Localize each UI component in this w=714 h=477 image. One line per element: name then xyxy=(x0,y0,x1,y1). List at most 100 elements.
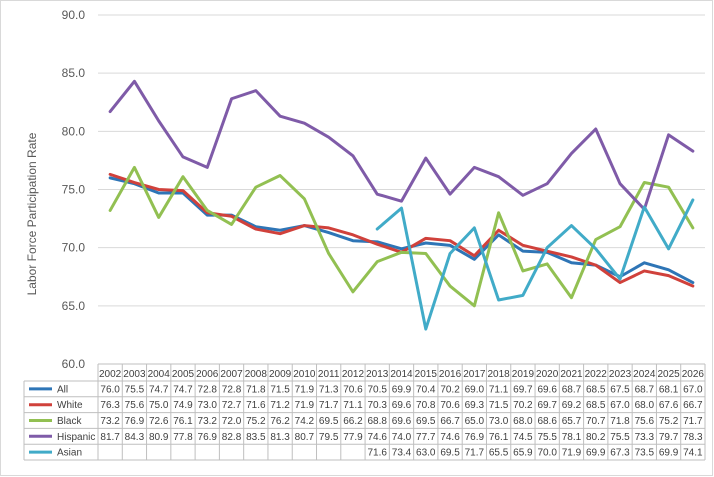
data-label: 67.5 xyxy=(610,384,630,395)
data-label: 68.8 xyxy=(367,416,387,427)
x-category-label: 2006 xyxy=(196,369,219,380)
data-label: 72.8 xyxy=(222,384,242,395)
data-label: 71.3 xyxy=(319,384,339,395)
data-label: 66.7 xyxy=(683,400,703,411)
legend-label: Hispanic xyxy=(57,432,95,443)
x-category-label: 2015 xyxy=(415,369,438,380)
x-category-label: 2018 xyxy=(487,369,510,380)
x-category-label: 2011 xyxy=(318,369,340,380)
data-label: 65.9 xyxy=(513,448,533,459)
y-axis-ticks: 60.0 65.0 70.0 75.0 80.0 85.0 90.0 xyxy=(62,8,86,371)
data-label: 69.9 xyxy=(392,384,412,395)
data-label: 83.5 xyxy=(246,432,266,443)
data-label: 67.0 xyxy=(683,384,703,395)
data-label: 72.6 xyxy=(149,416,169,427)
series-line-black xyxy=(108,165,695,308)
legend-label: Asian xyxy=(57,448,82,459)
x-category-label: 2019 xyxy=(512,369,535,380)
data-label: 73.3 xyxy=(635,432,655,443)
data-label: 75.2 xyxy=(246,416,266,427)
data-label: 67.3 xyxy=(610,448,630,459)
data-label: 69.9 xyxy=(586,448,606,459)
y-tick-label: 70.0 xyxy=(62,241,86,255)
data-label: 75.6 xyxy=(635,416,655,427)
data-label: 69.5 xyxy=(319,416,339,427)
data-label: 76.9 xyxy=(198,432,218,443)
data-label: 75.5 xyxy=(610,432,630,443)
data-label: 78.1 xyxy=(562,432,582,443)
x-category-label: 2017 xyxy=(463,369,486,380)
data-label: 69.7 xyxy=(537,400,557,411)
data-label: 69.5 xyxy=(440,448,460,459)
data-label: 69.5 xyxy=(416,416,436,427)
data-label: 75.2 xyxy=(659,416,679,427)
data-label: 65.5 xyxy=(489,448,509,459)
data-label: 68.7 xyxy=(562,384,582,395)
data-label: 69.9 xyxy=(659,448,679,459)
x-category-label: 2025 xyxy=(657,369,680,380)
series-line-hispanic xyxy=(108,79,695,211)
legend-label: Black xyxy=(57,416,82,427)
data-label: 77.7 xyxy=(416,432,436,443)
x-category-label: 2020 xyxy=(536,369,559,380)
data-label: 69.0 xyxy=(465,384,485,395)
x-category-label: 2007 xyxy=(220,369,243,380)
data-label: 71.1 xyxy=(489,384,509,395)
data-label: 74.1 xyxy=(683,448,703,459)
x-category-label: 2012 xyxy=(342,369,365,380)
data-label: 74.9 xyxy=(173,400,193,411)
data-label: 78.3 xyxy=(683,432,703,443)
data-label: 70.5 xyxy=(367,384,387,395)
data-label: 79.5 xyxy=(319,432,339,443)
data-label: 63.0 xyxy=(416,448,436,459)
data-label: 73.2 xyxy=(198,416,218,427)
x-category-label: 2026 xyxy=(682,369,705,380)
data-label: 70.2 xyxy=(440,384,460,395)
x-category-label: 2013 xyxy=(366,369,389,380)
data-label: 68.1 xyxy=(659,384,679,395)
data-label: 77.8 xyxy=(173,432,193,443)
x-category-label: 2010 xyxy=(293,369,316,380)
data-label: 70.4 xyxy=(416,384,436,395)
data-label: 71.6 xyxy=(367,448,387,459)
x-category-label: 2004 xyxy=(148,369,171,380)
x-category-label: 2023 xyxy=(609,369,632,380)
y-axis-title: Labor Force Participation Rate xyxy=(25,132,39,295)
data-label: 79.7 xyxy=(659,432,679,443)
data-label: 67.0 xyxy=(610,400,630,411)
data-label: 69.2 xyxy=(562,400,582,411)
series-line-asian xyxy=(375,198,695,331)
data-label: 68.0 xyxy=(635,400,655,411)
data-label: 66.7 xyxy=(440,416,460,427)
data-label: 69.7 xyxy=(513,384,533,395)
series-lines xyxy=(108,79,695,331)
data-label: 65.0 xyxy=(465,416,485,427)
data-label: 74.2 xyxy=(295,416,315,427)
x-category-label: 2024 xyxy=(633,369,656,380)
data-label: 71.5 xyxy=(489,400,509,411)
data-label: 68.6 xyxy=(537,416,557,427)
data-label: 73.2 xyxy=(100,416,120,427)
y-tick-label: 80.0 xyxy=(62,124,86,138)
data-label: 71.7 xyxy=(683,416,703,427)
data-label: 70.3 xyxy=(367,400,387,411)
data-label: 80.7 xyxy=(295,432,315,443)
data-label: 81.3 xyxy=(270,432,290,443)
data-label: 68.7 xyxy=(635,384,655,395)
x-category-label: 2008 xyxy=(245,369,268,380)
data-label: 69.6 xyxy=(392,400,412,411)
x-category-label: 2016 xyxy=(439,369,462,380)
data-label: 70.2 xyxy=(513,400,533,411)
data-label: 71.7 xyxy=(465,448,485,459)
data-label: 71.9 xyxy=(562,448,582,459)
data-label: 65.7 xyxy=(562,416,582,427)
data-label: 70.6 xyxy=(343,384,363,395)
data-label: 77.9 xyxy=(343,432,363,443)
data-label: 72.8 xyxy=(198,384,218,395)
data-label: 70.7 xyxy=(586,416,606,427)
data-label: 81.7 xyxy=(100,432,120,443)
data-label: 71.8 xyxy=(246,384,266,395)
data-label: 68.5 xyxy=(586,384,606,395)
data-label: 73.0 xyxy=(489,416,509,427)
